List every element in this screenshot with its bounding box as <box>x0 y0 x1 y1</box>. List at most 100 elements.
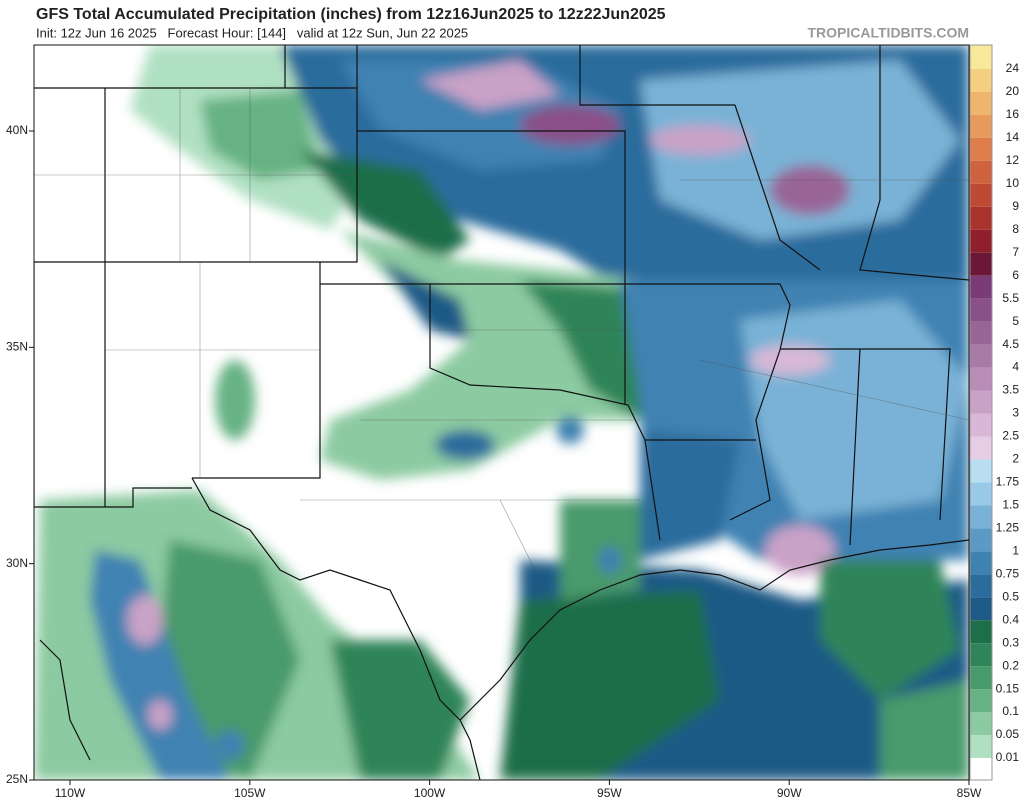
map-shape <box>520 280 640 420</box>
colorbar-frame <box>969 44 993 781</box>
colorbar-label: 1.25 <box>996 521 1020 535</box>
subtitle: Init: 12z Jun 16 2025 Forecast Hour: [14… <box>36 25 468 40</box>
colorbar-label: 20 <box>1006 84 1020 98</box>
map-ticks: 40N 35N 30N 25N 110W 105W 100W 95W 90W 85W <box>6 123 982 800</box>
colorbar-swatch <box>970 551 992 575</box>
colorbar-label: 0.3 <box>1002 635 1019 649</box>
title: GFS Total Accumulated Precipitation (inc… <box>36 6 666 23</box>
colorbar-swatch <box>970 459 992 483</box>
colorbar-label: 5.5 <box>1002 291 1019 305</box>
colorbar-label: 1.75 <box>996 475 1020 489</box>
colorbar-swatch <box>970 298 992 322</box>
colorbar-swatch <box>970 252 992 276</box>
map-shape <box>650 125 750 155</box>
map-shape <box>191 477 969 721</box>
colorbar-swatch <box>970 367 992 391</box>
lat-label: 40N <box>6 123 28 137</box>
colorbar-label: 10 <box>1006 176 1020 190</box>
map-shape <box>770 165 850 215</box>
colorbar-label: 3.5 <box>1002 383 1019 397</box>
colorbar-label: 0.2 <box>1002 658 1019 672</box>
map-shape <box>640 430 740 560</box>
colorbar-label: 3 <box>1012 406 1019 420</box>
map-shape <box>300 150 470 260</box>
colorbar-swatch <box>970 735 992 758</box>
colorbar-label: 0.4 <box>1002 612 1019 626</box>
map-shape <box>200 90 320 180</box>
colorbar-label: 8 <box>1012 222 1019 236</box>
colorbar-swatch <box>970 482 992 506</box>
colorbar-swatch <box>970 321 992 345</box>
map-shape <box>330 640 470 780</box>
colorbar-label: 14 <box>1006 130 1020 144</box>
map-shape <box>420 60 560 110</box>
colorbar-swatch <box>970 69 992 92</box>
colorbar-swatch <box>970 413 992 437</box>
colorbar-label: 7 <box>1012 245 1019 259</box>
colorbar-label: 0.05 <box>996 727 1020 741</box>
map-shape <box>215 730 245 760</box>
colorbar-label: 4.5 <box>1002 337 1019 351</box>
colorbar-label: 0.01 <box>996 750 1020 764</box>
map-shape <box>560 500 640 600</box>
map-shape <box>127 595 163 645</box>
lat-label: 25N <box>6 772 28 786</box>
colorbar-swatch <box>970 689 992 713</box>
colorbar-label: 12 <box>1006 153 1020 167</box>
map-shape <box>750 345 830 375</box>
colorbar-label: 5 <box>1012 314 1019 328</box>
precip-map <box>34 45 969 780</box>
colorbar-swatch <box>970 597 992 621</box>
colorbar-label: 0.75 <box>996 566 1020 580</box>
lon-label: 105W <box>234 786 266 800</box>
colorbar-swatch <box>970 390 992 414</box>
lon-label: 90W <box>777 786 802 800</box>
colorbar-swatch <box>970 712 992 736</box>
colorbar-label: 16 <box>1006 107 1020 121</box>
colorbar-label: 9 <box>1012 199 1019 213</box>
colorbar-swatch <box>970 505 992 529</box>
colorbar-label: 1 <box>1012 543 1019 557</box>
map-shape <box>500 590 720 780</box>
colorbar-swatch <box>970 114 992 138</box>
colorbar-swatch <box>970 344 992 368</box>
map-shape <box>556 416 584 444</box>
colorbar: 24 20 16 14 12 10 9 8 7 6 5.5 5 4.5 4 3.5 3 2.5 2 1.75 1.5 1… <box>969 44 1020 781</box>
colorbar-swatch <box>970 528 992 552</box>
colorbar-swatch <box>970 160 992 184</box>
lon-label: 95W <box>597 786 622 800</box>
map-shape <box>380 260 470 340</box>
colorbar-swatch <box>970 666 992 690</box>
colorbar-label: 0.1 <box>1002 704 1019 718</box>
map-shape <box>90 550 230 780</box>
colorbar-swatch <box>970 574 992 598</box>
colorbar-swatch <box>970 45 992 69</box>
lat-label: 35N <box>6 340 28 354</box>
colorbar-swatch <box>970 137 992 161</box>
colorbar-swatch <box>970 91 992 115</box>
colorbar-label: 24 <box>1006 61 1020 75</box>
map-shape <box>34 88 969 621</box>
colorbar-label: 2 <box>1012 452 1019 466</box>
map-shape <box>765 525 835 575</box>
colorbar-label: 6 <box>1012 268 1019 282</box>
colorbar-label: 1.5 <box>1002 498 1019 512</box>
map-shape <box>148 700 172 730</box>
colorbar-swatch <box>970 643 992 667</box>
colorbar-swatch <box>970 436 992 460</box>
map-shape <box>215 360 255 440</box>
colorbar-swatch <box>970 758 992 780</box>
watermark: TROPICALTIDBITS.COM <box>807 25 969 41</box>
colorbar-label: 2.5 <box>1002 429 1019 443</box>
map-shape <box>520 105 620 145</box>
lat-label: 30N <box>6 556 28 570</box>
colorbar-swatch <box>970 229 992 253</box>
map-shape <box>880 680 969 780</box>
lon-label: 85W <box>957 786 982 800</box>
map-shape <box>435 430 495 460</box>
lon-label: 110W <box>55 786 86 800</box>
lon-label: 100W <box>414 786 446 800</box>
